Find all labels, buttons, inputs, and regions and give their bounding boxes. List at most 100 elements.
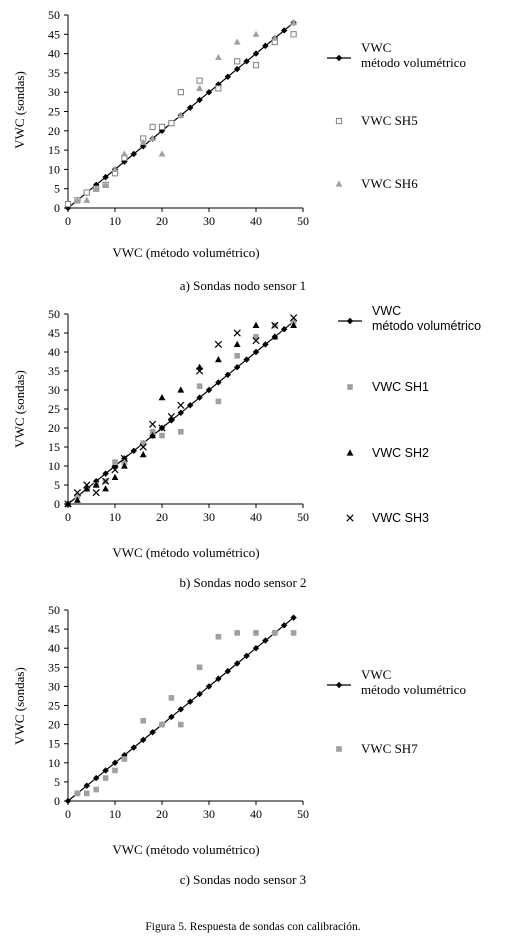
data-point (149, 429, 156, 435)
data-point (102, 485, 109, 492)
data-point (234, 353, 240, 359)
data-point (102, 775, 109, 781)
data-point (74, 493, 81, 500)
data-point (215, 85, 222, 92)
data-point (149, 134, 156, 142)
data-point (252, 336, 260, 345)
data-point (64, 201, 72, 208)
data-point (102, 173, 109, 181)
data-point (120, 454, 129, 463)
y-tick-label: 35 (48, 364, 60, 378)
plot-area-b: 0 10 20 30 40 50 0 5 10 15 20 25 30 35 40 45 50 VWCmétodo… (48, 304, 481, 525)
data-point (205, 386, 213, 394)
data-point (140, 717, 146, 724)
legend-label: VWC (361, 667, 391, 682)
data-point (112, 459, 118, 465)
data-point (102, 470, 109, 477)
y-tick-label: 30 (48, 383, 60, 397)
data-point (93, 774, 100, 782)
y-tick-label: 45 (48, 326, 60, 340)
x-tick-label: 10 (109, 510, 121, 524)
data-point (159, 721, 165, 728)
data-point (196, 363, 203, 370)
data-point (214, 340, 223, 349)
data-point (195, 367, 204, 375)
data-point (196, 96, 203, 104)
caption-c: c) Sondas nodo sensor 3 (180, 872, 306, 887)
data-point (158, 123, 166, 131)
data-point (121, 150, 128, 157)
legend-entry: VWC SH7 (336, 741, 418, 756)
data-point (64, 797, 72, 805)
caption-b: b) Sondas nodo sensor 2 (179, 575, 306, 590)
data-point (92, 488, 100, 497)
x-tick-label: 20 (156, 214, 168, 228)
data-point (196, 84, 203, 91)
y-tick-label: 15 (48, 737, 60, 751)
data-point (215, 356, 222, 363)
y-tick-label: 25 (48, 105, 60, 119)
data-point (205, 683, 213, 690)
data-point (289, 314, 298, 322)
data-point (130, 150, 137, 158)
y-tick-label: 20 (48, 718, 60, 732)
plot-area-a: 0 10 20 30 40 50 0 5 10 15 20 25 30 35 40 45 50 VWCmétodo… (48, 8, 466, 228)
data-point (168, 695, 175, 701)
data-point (252, 30, 260, 37)
series-vwc-m-todo-volum-trico (64, 614, 297, 805)
data-point (111, 473, 119, 480)
data-point (92, 481, 100, 488)
data-point (252, 50, 260, 57)
legend-label: VWC SH6 (361, 176, 418, 191)
ylabel-c: VWC (sondas) (12, 667, 27, 745)
y-tick-label: 5 (54, 478, 60, 492)
data-point (290, 19, 297, 26)
y-tick-label: 40 (48, 641, 60, 655)
data-point (74, 790, 81, 797)
data-point (121, 751, 128, 759)
y-tick-label: 10 (48, 162, 60, 176)
data-point (158, 394, 166, 401)
data-point (215, 53, 222, 61)
data-point (158, 127, 166, 134)
x-tick-label: 50 (297, 214, 309, 228)
data-point (111, 466, 119, 474)
data-point (73, 488, 82, 497)
data-point (243, 652, 250, 660)
data-point (111, 759, 119, 766)
legend-label: método volumétrico (361, 55, 466, 70)
y-tick-label: 15 (48, 143, 60, 157)
legend-label: VWC (361, 40, 391, 55)
series-vwc-m-todo-volum-trico (64, 318, 297, 508)
panel-a: 0 10 20 30 40 50 0 5 10 15 20 25 30 35 40 45 50 VWCmétodo… (12, 8, 466, 293)
data-point (177, 401, 185, 409)
data-point (290, 321, 297, 328)
data-point (271, 34, 279, 41)
plot-area-c: 0 10 20 30 40 50 0 5 10 15 20 25 30 35 40 45 50 VWCmétodo… (48, 603, 466, 821)
y-tick-label: 30 (48, 679, 60, 693)
legend-marker (346, 317, 354, 325)
data-point (149, 729, 156, 736)
data-point (101, 477, 110, 485)
legend-marker (346, 449, 354, 456)
data-point (130, 447, 137, 454)
y-tick-label: 30 (48, 85, 60, 99)
series-vwc-sh7 (74, 630, 297, 797)
x-tick-label: 30 (203, 214, 215, 228)
data-point (290, 31, 297, 38)
data-point (83, 782, 90, 789)
data-point (234, 65, 241, 73)
y-tick-label: 10 (48, 459, 60, 473)
data-point (111, 165, 119, 172)
x-tick-label: 50 (297, 807, 309, 821)
data-point (196, 394, 203, 401)
y-tick-label: 25 (48, 699, 60, 713)
data-point (158, 424, 166, 432)
data-point (139, 443, 147, 451)
y-tick-label: 50 (48, 603, 60, 617)
data-point (290, 614, 297, 621)
x-tick-label: 10 (109, 807, 121, 821)
data-point (158, 150, 166, 157)
